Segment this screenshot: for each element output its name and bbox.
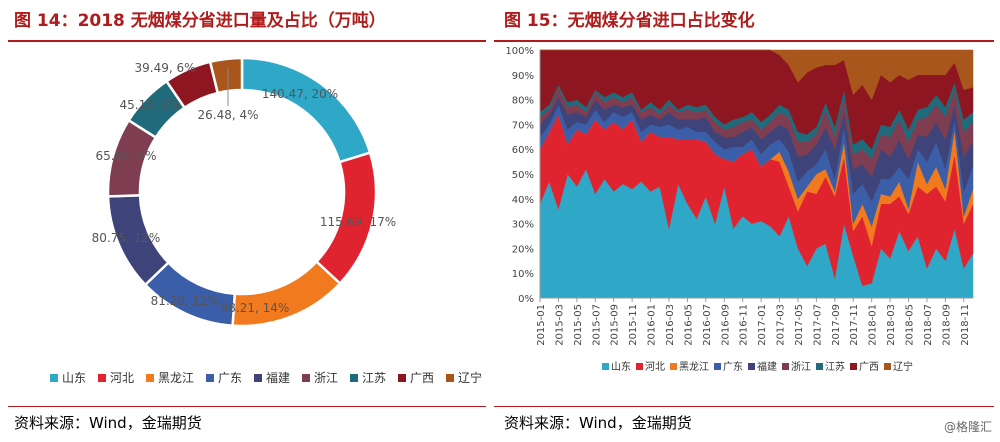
source-divider [494, 406, 994, 407]
x-tick-label: 2015-05 [573, 304, 584, 346]
area-chart-source: 资料来源：Wind，金瑞期货 [504, 414, 692, 432]
x-tick-label: 2017-01 [757, 304, 768, 346]
area-chart: 0% 10% 20% 30% 40% 50% 60% 70% 80% 90% 100% 2015-01… [505, 46, 974, 373]
x-tick-label: 2017-03 [776, 304, 787, 346]
legend-label-江苏: 江苏 [825, 360, 845, 373]
donut-data-label: 140.47, 20% [262, 87, 338, 101]
donut-data-label: 115.69, 17% [320, 215, 396, 229]
donut-data-label: 98.21, 14% [221, 301, 290, 315]
legend-label-山东: 山东 [611, 360, 631, 373]
x-tick-label: 2016-03 [665, 304, 676, 346]
x-tick-label: 2016-01 [647, 304, 658, 346]
legend-swatch-江苏 [350, 374, 358, 382]
legend-label-河北: 河北 [645, 361, 665, 373]
legend-swatch-黑龙江 [670, 363, 677, 370]
x-tick-label: 2018-05 [905, 304, 916, 346]
legend-swatch-浙江 [782, 363, 789, 370]
legend-label-福建: 福建 [757, 360, 777, 373]
donut-chart: 140.47, 20% 115.69, 17% 98.21, 14%81.20, 1… [50, 56, 482, 385]
watermark: @格隆汇 [943, 420, 992, 434]
y-tick-label: 40% [512, 195, 534, 206]
legend-label-黑龙江: 黑龙江 [679, 360, 709, 373]
legend-swatch-广西 [850, 363, 857, 370]
x-tick-label: 2016-05 [683, 304, 694, 346]
area-chart-panel: 图 15：无烟煤分省进口占比变化 0% 10% 20% 30% 40% 50% 60% 70%… [490, 0, 1000, 442]
x-tick-label: 2017-05 [794, 304, 805, 346]
legend-label-江苏: 江苏 [362, 371, 386, 385]
x-tick-label: 2015-07 [591, 304, 602, 346]
legend-label-浙江: 浙江 [314, 371, 338, 385]
x-tick-label: 2018-03 [886, 304, 897, 346]
legend-swatch-河北 [98, 374, 106, 382]
legend-label-浙江: 浙江 [791, 361, 811, 373]
legend-label-广西: 广西 [410, 371, 434, 385]
y-tick-label: 10% [512, 269, 534, 280]
y-tick-label: 80% [512, 96, 534, 107]
legend-label-辽宁: 辽宁 [893, 360, 913, 373]
legend-swatch-黑龙江 [146, 374, 154, 382]
legend-swatch-广东 [714, 363, 721, 370]
donut-chart-title: 图 14：2018 无烟煤分省进口量及占比（万吨） [14, 11, 386, 31]
donut-chart-source: 资料来源：Wind，金瑞期货 [14, 414, 202, 432]
legend-label-广东: 广东 [723, 360, 743, 373]
legend-swatch-福建 [254, 374, 262, 382]
x-tick-label: 2016-09 [720, 304, 731, 346]
y-tick-label: 100% [505, 46, 534, 57]
x-tick-label: 2015-01 [536, 304, 547, 346]
legend-label-河北: 河北 [110, 371, 134, 385]
legend-label-广东: 广东 [218, 371, 242, 385]
legend-label-辽宁: 辽宁 [458, 370, 482, 385]
y-tick-label: 60% [512, 145, 534, 156]
donut-data-label: 45.10, 6% [119, 98, 180, 112]
x-tick-label: 2018-01 [868, 304, 879, 346]
source-divider [8, 406, 486, 407]
y-tick-label: 0% [518, 294, 534, 305]
legend-label-黑龙江: 黑龙江 [158, 371, 194, 385]
legend-swatch-山东 [602, 363, 609, 370]
x-tick-label: 2015-11 [628, 304, 639, 346]
donut-data-label: 26.48, 4% [197, 108, 258, 122]
legend-swatch-辽宁 [446, 374, 454, 382]
donut-data-label: 80.75, 12% [92, 231, 161, 245]
title-divider [494, 40, 994, 42]
x-tick-label: 2018-11 [960, 304, 971, 346]
y-tick-label: 30% [512, 220, 534, 231]
y-tick-label: 20% [512, 244, 534, 255]
legend-label-福建: 福建 [266, 370, 290, 385]
y-tick-label: 70% [512, 120, 534, 131]
donut-slice-山东 [240, 56, 372, 164]
x-tick-label: 2017-09 [831, 304, 842, 346]
donut-data-label: 81.20, 12% [151, 294, 220, 308]
donut-chart-panel: 图 14：2018 无烟煤分省进口量及占比（万吨） 140.47, 20% 115… [0, 0, 490, 442]
donut-slice-辽宁 [208, 56, 244, 95]
y-tick-label: 50% [512, 170, 534, 181]
legend-swatch-浙江 [302, 374, 310, 382]
title-divider [8, 40, 486, 42]
x-tick-label: 2018-07 [923, 304, 934, 346]
donut-data-label: 65.81, 9% [95, 149, 156, 163]
x-tick-label: 2017-11 [849, 304, 860, 346]
area-series-辽宁 [540, 49, 974, 101]
legend-swatch-辽宁 [884, 363, 891, 370]
x-tick-label: 2017-07 [812, 304, 823, 346]
legend-swatch-福建 [748, 363, 755, 370]
donut-slice-黑龙江 [231, 259, 342, 328]
x-tick-label: 2016-11 [739, 304, 750, 346]
legend-swatch-广西 [398, 374, 406, 382]
x-tick-label: 2018-09 [941, 304, 952, 346]
legend-swatch-山东 [50, 374, 58, 382]
legend-swatch-江苏 [816, 363, 823, 370]
legend-swatch-河北 [636, 363, 643, 370]
donut-data-label: 39.49, 6% [134, 61, 195, 75]
x-tick-label: 2016-07 [702, 304, 713, 346]
legend-swatch-广东 [206, 374, 214, 382]
x-tick-label: 2015-09 [610, 304, 621, 346]
area-chart-title: 图 15：无烟煤分省进口占比变化 [504, 11, 755, 31]
legend-label-山东: 山东 [62, 371, 86, 385]
legend-label-广西: 广西 [859, 361, 879, 373]
y-tick-label: 90% [512, 71, 534, 82]
x-tick-label: 2015-03 [554, 304, 565, 346]
